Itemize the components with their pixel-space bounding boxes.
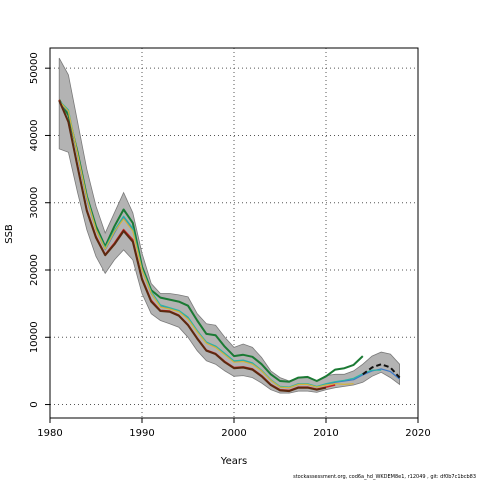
y-tick-label: 50000 xyxy=(29,52,40,84)
x-tick-label: 2000 xyxy=(221,428,246,439)
x-tick-label: 2010 xyxy=(313,428,338,439)
x-axis-title: Years xyxy=(220,456,247,467)
y-tick-label: 40000 xyxy=(29,120,40,152)
series-line-1 xyxy=(58,99,364,383)
series-lines xyxy=(58,99,401,393)
x-tick-label: 1990 xyxy=(129,428,154,439)
x-axis: 1980 1990 2000 2010 2020 xyxy=(37,418,431,439)
footer-note: stockassessment.org, cod6a_hd_WKDEM8e1, … xyxy=(293,474,476,480)
series-line-7 xyxy=(362,363,401,379)
y-tick-label: 20000 xyxy=(29,254,40,286)
y-tick-label: 0 xyxy=(29,401,40,407)
series-line-3 xyxy=(58,100,382,388)
y-tick-label: 30000 xyxy=(29,187,40,219)
series-line-6 xyxy=(58,100,327,393)
y-axis-title: SSB xyxy=(4,224,15,244)
y-axis: 0 10000 20000 30000 40000 50000 xyxy=(29,52,50,408)
series-line-4 xyxy=(58,100,354,389)
x-tick-label: 1980 xyxy=(37,428,62,439)
confidence-band xyxy=(58,57,400,394)
confidence-band-area xyxy=(58,57,400,394)
y-tick-label: 10000 xyxy=(29,321,40,353)
x-tick-label: 2020 xyxy=(405,428,430,439)
